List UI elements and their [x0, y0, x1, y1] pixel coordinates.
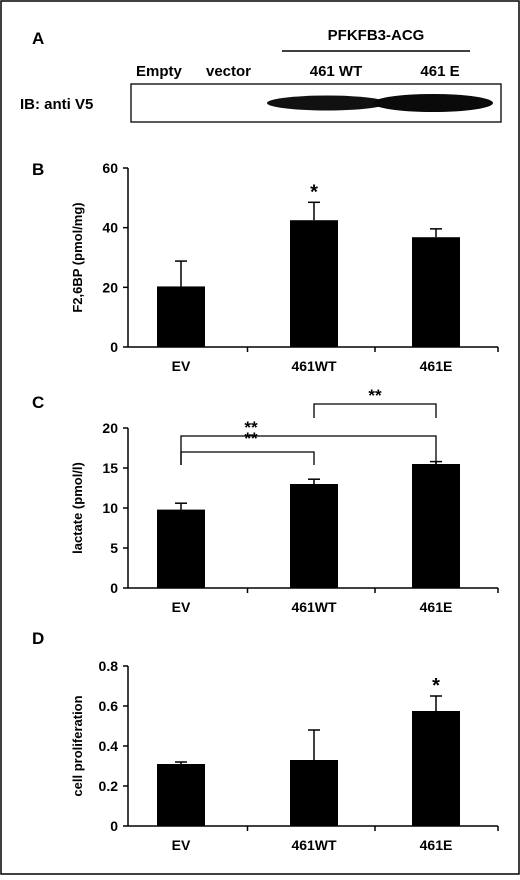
panel-d-category-label: EV — [172, 837, 191, 853]
panel-d-y-axis-label: cell proliferation — [70, 695, 85, 796]
panel-c-bracket-label: ** — [244, 429, 258, 448]
panel-c-y-tick-label: 5 — [110, 540, 118, 556]
panel-c-y-tick-label: 15 — [102, 460, 118, 476]
panel-d-bar-461wt — [290, 760, 338, 826]
panel-d-letter: D — [32, 629, 44, 648]
panel-d-significance-star: * — [432, 675, 440, 697]
panel-b-y-tick-label: 60 — [102, 160, 118, 176]
panel-c-significance-bracket — [313, 403, 437, 418]
panel-d-y-tick-label: 0.8 — [99, 658, 119, 674]
blot-band-461wt — [267, 95, 387, 111]
lane-label-461e: 461 E — [420, 63, 459, 80]
panel-c-significance-bracket — [180, 435, 437, 465]
panel-c-bar-461wt — [290, 484, 338, 588]
panel-c-y-axis-label: lactate (pmol/l) — [70, 462, 85, 554]
panel-c-bar-ev — [157, 509, 205, 588]
panel-c-bracket-label: ** — [368, 386, 382, 405]
panel-d-chart: D 0 0.2 0.4 0.6 0.8 cell proliferation EV 461WT… — [32, 629, 499, 853]
panel-d-y-tick-label: 0.4 — [99, 738, 119, 754]
panel-d-y-tick-label: 0.2 — [99, 778, 119, 794]
blot-band-461e — [373, 94, 493, 112]
panel-c-y-tick-label: 10 — [102, 500, 118, 516]
panel-c-category-label: 461WT — [291, 599, 337, 615]
lane-label-vector: vector — [206, 63, 251, 80]
panel-b-letter: B — [32, 160, 44, 179]
panel-b-significance-star: * — [310, 181, 318, 203]
panel-b-bar-461wt — [290, 220, 338, 347]
blot-label: IB: anti V5 — [20, 96, 93, 113]
panel-d-category-label: 461E — [420, 837, 453, 853]
panel-b-category-label: EV — [172, 358, 191, 374]
panel-c-bar-461e — [412, 464, 460, 588]
panel-c-bracket-label: ** — [244, 418, 258, 437]
panel-d-category-label: 461WT — [291, 837, 337, 853]
panel-b-category-label: 461WT — [291, 358, 337, 374]
panel-b-y-tick-label: 40 — [102, 220, 118, 236]
construct-label: PFKFB3-ACG — [328, 27, 425, 44]
lane-label-empty: Empty — [136, 63, 183, 80]
lane-label-461wt: 461 WT — [310, 63, 363, 80]
panel-b-chart: B 0 20 40 60 F2,6BP (pmol/mg) EV 461WT 461E * — [32, 160, 499, 374]
panel-a-letter: A — [32, 29, 44, 48]
panel-a: A PFKFB3-ACG Empty vector 461 WT 461 E I… — [20, 27, 502, 123]
panel-c-significance-bracket — [180, 451, 315, 465]
panel-d-y-tick-label: 0 — [110, 818, 118, 834]
panel-b-y-tick-label: 20 — [102, 279, 118, 295]
panel-c-y-tick-label: 20 — [102, 420, 118, 436]
panel-d-bar-ev — [157, 764, 205, 826]
panel-c-letter: C — [32, 393, 44, 412]
panel-b-bar-ev — [157, 286, 205, 347]
panel-c-category-label: EV — [172, 599, 191, 615]
panel-c-category-label: 461E — [420, 599, 453, 615]
panel-d-bar-461e — [412, 711, 460, 826]
panel-b-y-axis-label: F2,6BP (pmol/mg) — [70, 202, 85, 312]
panel-d-y-tick-label: 0.6 — [99, 698, 119, 714]
panel-b-bar-461e — [412, 237, 460, 347]
panel-b-category-label: 461E — [420, 358, 453, 374]
panel-b-y-tick-label: 0 — [110, 339, 118, 355]
panel-c-y-tick-label: 0 — [110, 580, 118, 596]
